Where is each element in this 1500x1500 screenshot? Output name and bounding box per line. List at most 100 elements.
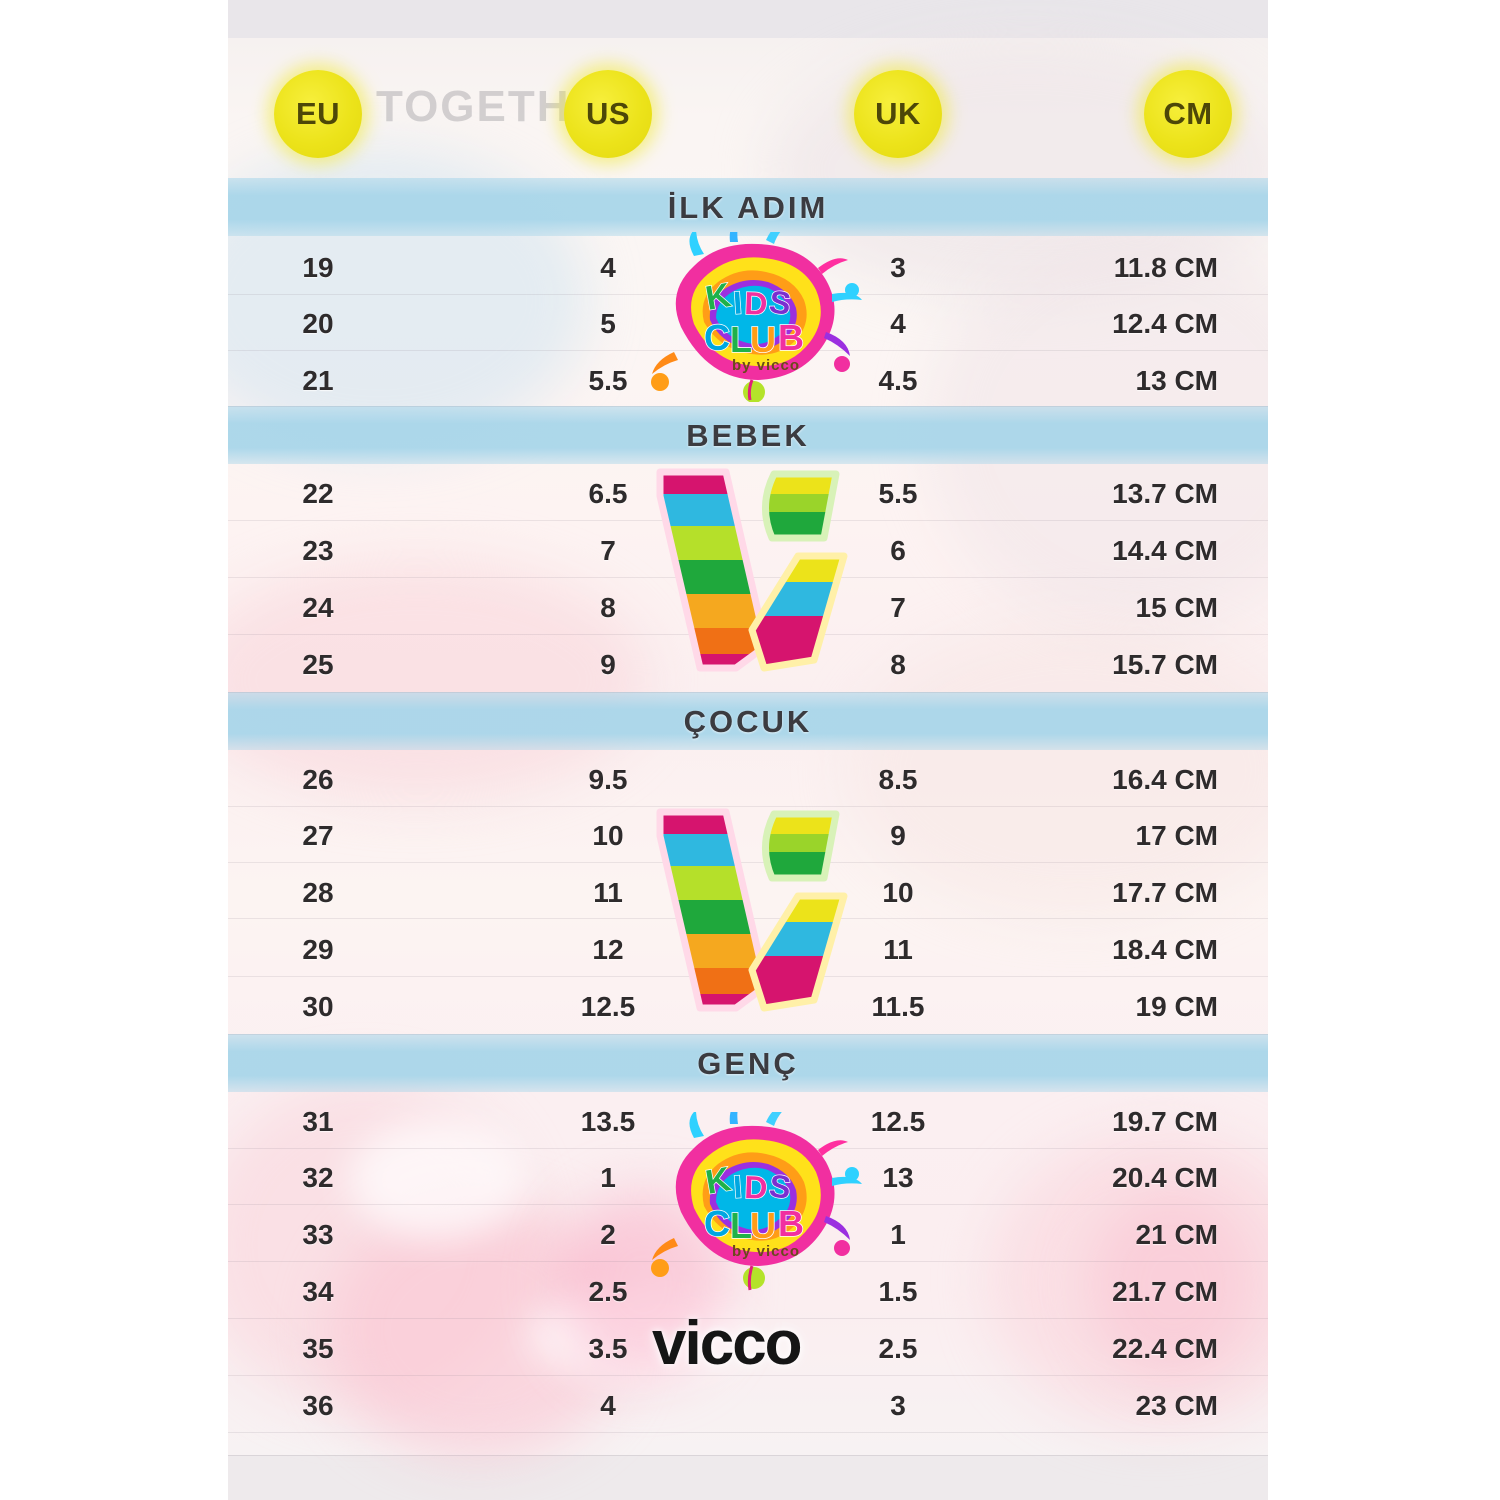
cell-eu: 33 (302, 1219, 334, 1250)
cell-uk: 8.5 (878, 764, 918, 795)
section-band-ilk-adim (228, 178, 1268, 236)
header-badge-cm-label: CM (1163, 96, 1213, 131)
cell-cm: 19.7 CM (1112, 1106, 1218, 1137)
kids-club-graffiti-logo-top: K I D S C L U B by vicco (646, 232, 866, 402)
cell-eu: 31 (302, 1106, 334, 1137)
svg-text:B: B (778, 317, 804, 358)
cell-us: 1 (600, 1162, 616, 1193)
cell-us: 8 (600, 592, 616, 623)
cell-cm: 20.4 CM (1112, 1162, 1218, 1193)
section-label-cocuk: ÇOCUK (683, 704, 813, 739)
cell-uk: 12.5 (870, 1106, 926, 1137)
cell-us: 5 (600, 308, 616, 339)
cell-cm: 15.7 CM (1112, 649, 1218, 680)
cell-cm: 11.8 CM (1113, 252, 1218, 283)
section-label-genc: GENÇ (697, 1046, 799, 1081)
kids-club-graffiti-logo-bottom: K I D S C L U B by vicco (646, 1112, 866, 1292)
cell-uk: 4 (890, 308, 906, 339)
cell-us: 6.5 (588, 478, 628, 509)
cell-cm: 19 CM (1135, 991, 1218, 1022)
svg-text:C: C (704, 317, 730, 358)
header-badge-cm: CM (1144, 70, 1232, 158)
cell-uk: 6 (890, 535, 906, 566)
svg-text:L: L (730, 319, 752, 360)
vicco-wordmark: vicco (652, 1309, 803, 1378)
cell-eu: 22 (302, 478, 334, 509)
cell-uk: 11.5 (871, 991, 925, 1022)
cell-cm: 21 CM (1135, 1219, 1218, 1250)
cell-eu: 28 (302, 877, 334, 908)
cell-us: 9.5 (588, 764, 628, 795)
cell-cm: 21.7 CM (1112, 1276, 1218, 1307)
section-label-bebek: BEBEK (686, 418, 810, 453)
cell-uk: 4.5 (878, 365, 918, 396)
cell-us: 5.5 (588, 365, 628, 396)
cell-uk: 9 (890, 820, 906, 851)
cell-eu: 36 (302, 1390, 334, 1421)
cell-eu: 32 (302, 1162, 334, 1193)
cell-uk: 5.5 (878, 478, 918, 509)
cell-eu: 27 (302, 820, 334, 851)
header-badge-us: US (564, 70, 652, 158)
vicco-rainbow-v-logo-bebek (648, 460, 858, 680)
cell-us: 10 (592, 820, 624, 851)
cell-uk: 11 (883, 934, 913, 965)
cell-eu: 35 (302, 1333, 334, 1364)
cell-us: 4 (600, 1390, 616, 1421)
header-badge-us-label: US (585, 96, 631, 131)
cell-eu: 34 (302, 1276, 334, 1307)
cell-uk: 3 (890, 1390, 906, 1421)
svg-text:U: U (750, 1205, 776, 1246)
header-badge-eu: EU (274, 70, 362, 158)
cell-us: 12.5 (580, 991, 636, 1022)
cell-eu: 30 (302, 991, 334, 1022)
cell-uk: 1.5 (878, 1276, 918, 1307)
cell-cm: 18.4 CM (1112, 934, 1218, 965)
cell-uk: 13 (882, 1162, 914, 1193)
svg-text:S: S (767, 1167, 793, 1206)
svg-text:by vicco: by vicco (732, 1243, 800, 1260)
cell-cm: 12.4 CM (1112, 308, 1218, 339)
cell-us: 2 (600, 1219, 616, 1250)
cell-cm: 16.4 CM (1112, 764, 1218, 795)
section-band-bebek (228, 406, 1268, 464)
cell-eu: 19 (302, 252, 334, 283)
cell-cm: 22.4 CM (1112, 1333, 1218, 1364)
cell-uk: 7 (890, 592, 906, 623)
section-band-genc (228, 1034, 1268, 1092)
cell-cm: 15 CM (1135, 592, 1218, 623)
svg-text:I: I (732, 284, 743, 321)
cell-uk: 3 (890, 252, 906, 283)
cell-uk: 8 (890, 649, 906, 680)
svg-text:D: D (744, 285, 768, 322)
cell-uk: 1 (890, 1219, 906, 1250)
cell-us: 9 (600, 649, 616, 680)
cell-cm: 13 CM (1135, 365, 1218, 396)
cell-us: 2.5 (588, 1276, 628, 1307)
header-badge-eu-label: EU (295, 96, 341, 131)
svg-text:L: L (730, 1205, 752, 1246)
cell-uk: 10 (882, 877, 914, 908)
cell-eu: 24 (302, 592, 334, 623)
cell-eu: 29 (302, 934, 334, 965)
cell-eu: 20 (302, 308, 334, 339)
size-chart-panel: TOGETHER EU US UK CM İLK ADIM BEBEK ÇOCU… (228, 0, 1268, 1500)
cell-cm: 23 CM (1135, 1390, 1218, 1421)
section-label-ilk-adim: İLK ADIM (667, 190, 829, 225)
svg-text:U: U (750, 319, 776, 360)
cell-us: 12 (592, 934, 624, 965)
cell-eu: 26 (302, 764, 334, 795)
cell-us: 7 (600, 535, 616, 566)
header-badge-uk: UK (854, 70, 942, 158)
header-badge-uk-label: UK (875, 96, 921, 131)
cell-cm: 17.7 CM (1112, 877, 1218, 908)
svg-text:D: D (744, 1169, 768, 1206)
svg-text:C: C (704, 1203, 730, 1244)
svg-text:by vicco: by vicco (732, 357, 800, 374)
cell-us: 13.5 (580, 1106, 636, 1137)
section-band-cocuk (228, 692, 1268, 750)
cell-us: 11 (593, 877, 623, 908)
cell-uk: 2.5 (878, 1333, 918, 1364)
cell-us: 4 (600, 252, 616, 283)
